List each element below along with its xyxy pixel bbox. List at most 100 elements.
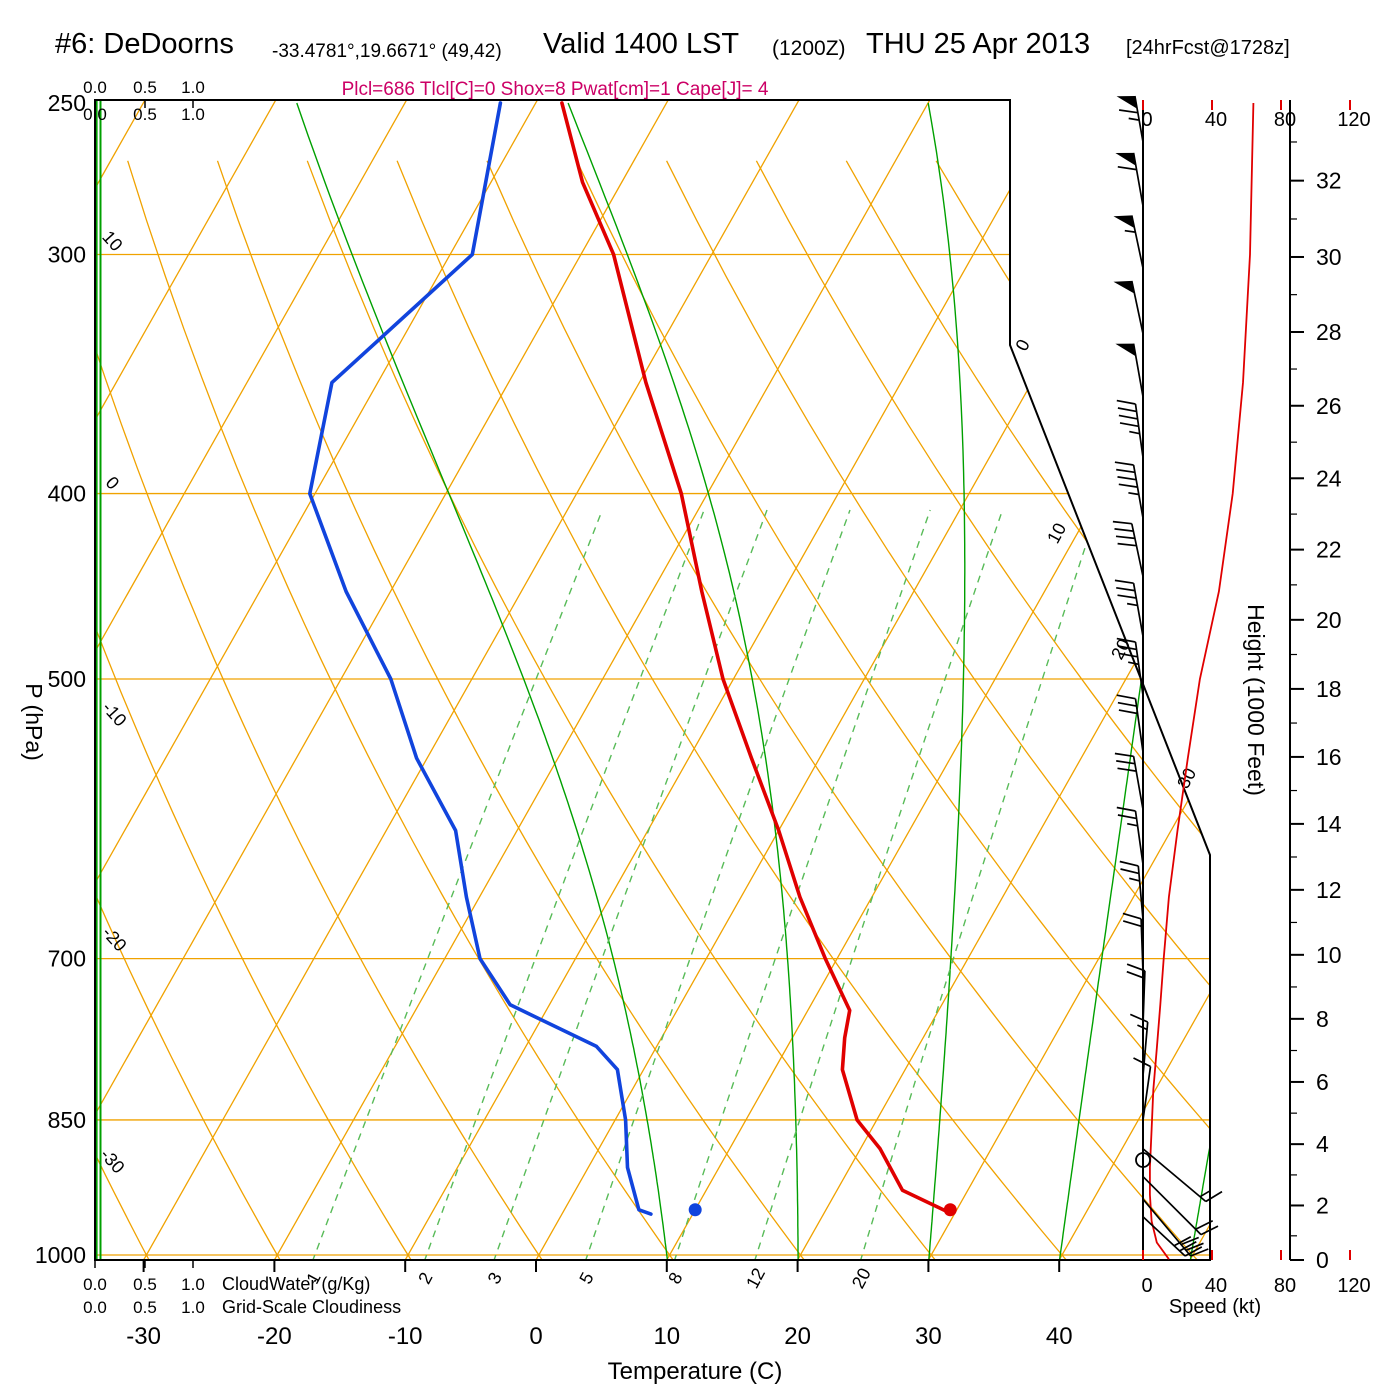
pressure-tick-label: 850: [48, 1107, 86, 1133]
cloudiness-scale-label: 1.0: [181, 1298, 205, 1317]
wind-barb: [1142, 1216, 1203, 1257]
mixing-ratio-line: [423, 509, 705, 1260]
valid-date-label: THU 25 Apr 2013: [866, 28, 1091, 60]
cloudwater-scale-label: 0.5: [133, 1275, 157, 1294]
cloudiness-scale-label: 1.0: [181, 105, 205, 124]
speed-tick-label: 120: [1337, 1275, 1370, 1297]
dry-adiabat-label: 10: [98, 227, 126, 255]
wind-barb: [1112, 520, 1144, 577]
height-tick-label: 18: [1316, 676, 1342, 702]
dry-adiabat-line: [666, 160, 1210, 1260]
height-tick-label: 30: [1316, 244, 1342, 270]
isotherm-line: [95, 100, 278, 1260]
moist-adiabat-line: [1189, 102, 1210, 1260]
dry-adiabat-line: [845, 160, 1210, 1260]
height-tick-label: 8: [1316, 1006, 1329, 1032]
height-axis-title: Height (1000 Feet): [1243, 604, 1269, 796]
mixing-ratio-label: 12: [742, 1265, 769, 1292]
wind-barb: [1122, 912, 1144, 973]
speed-tick-label: 80: [1274, 109, 1296, 131]
dry-adiabat-line: [95, 160, 544, 1260]
temperature-tick-label: -30: [126, 1323, 161, 1350]
mixing-ratio-label: 20: [848, 1265, 875, 1292]
speed-tick-label: 80: [1274, 1275, 1296, 1297]
dry-adiabat-line: [216, 160, 806, 1260]
wind-barb: [1142, 1148, 1223, 1203]
temperature-tick-label: 40: [1046, 1323, 1073, 1350]
height-tick-label: 22: [1316, 537, 1342, 563]
isotherm-label: 0: [1012, 336, 1034, 354]
temperature-tick-label: -10: [388, 1323, 423, 1350]
height-tick-label: 32: [1316, 168, 1342, 194]
cloudwater-scale-label: 0.0: [83, 1275, 107, 1294]
cloudwater-scale-label: 0.0: [83, 78, 107, 97]
isotherm-line: [403, 100, 1063, 1260]
station-coordinates: -33.4781°,19.6671° (49,42): [272, 41, 502, 62]
cloudiness-scale-label: 0.0: [83, 1298, 107, 1317]
wind-barb: [1114, 579, 1144, 637]
wind-barb: [1133, 1057, 1152, 1121]
wind-barb-pennant: [1115, 152, 1136, 166]
temperature-tick-label: 20: [784, 1323, 811, 1350]
speed-tick-label: 0: [1141, 109, 1152, 131]
height-tick-label: 26: [1316, 393, 1342, 419]
cloudiness-scale-label: 0.5: [133, 105, 157, 124]
mixing-ratio-label: 5: [575, 1269, 597, 1287]
height-tick-label: 14: [1316, 811, 1342, 837]
isotherm-line: [795, 100, 1210, 1260]
isotherm-label: 10: [1043, 520, 1070, 547]
wind-barb: [1116, 637, 1144, 696]
mixing-ratio-label: 2: [414, 1269, 436, 1287]
wind-barb-pennant: [1113, 280, 1135, 294]
wind-barb: [1129, 1013, 1149, 1076]
speed-axis-title: Speed (kt): [1169, 1296, 1261, 1318]
station-title: #6: DeDoorns: [55, 28, 234, 60]
height-tick-label: 16: [1316, 744, 1342, 770]
isotherm-line: [665, 100, 1210, 1260]
dry-adiabat-line: [755, 160, 1210, 1260]
pressure-tick-label: 300: [48, 242, 86, 268]
wind-barb: [1142, 1175, 1219, 1236]
mixing-ratio-line: [584, 509, 851, 1260]
temperature-trace: [560, 101, 951, 1215]
cloudwater-scale-label: 1.0: [181, 1275, 205, 1294]
dry-adiabat-line: [306, 160, 938, 1260]
speed-tick-label: 120: [1337, 109, 1370, 131]
surface-dewpoint-dot: [688, 1203, 702, 1217]
wind-barb: [1116, 694, 1144, 753]
valid-time-label: Valid 1400 LST: [543, 28, 740, 60]
dry-adiabat-label: -20: [98, 923, 130, 956]
wind-barb: [1142, 1198, 1209, 1257]
height-tick-label: 4: [1316, 1131, 1329, 1157]
isotherm-line: [141, 100, 801, 1260]
moist-adiabat-line: [927, 102, 966, 1260]
wind-barb-pennant: [1115, 343, 1136, 357]
height-tick-label: 10: [1316, 942, 1342, 968]
height-tick-label: 12: [1316, 877, 1342, 903]
wind-barb-pennant: [1113, 215, 1135, 229]
dry-adiabat-line: [576, 160, 1210, 1260]
mixing-ratio-line: [673, 509, 931, 1260]
cloudwater-scale-label: 0.5: [133, 78, 157, 97]
speed-tick-label: 0: [1141, 1275, 1152, 1297]
valid-zulu-label: (1200Z): [772, 37, 846, 60]
grid-layer: [95, 100, 1210, 1260]
height-tick-label: 24: [1316, 465, 1342, 491]
dry-adiabat-line: [127, 160, 675, 1260]
height-tick-label: 6: [1316, 1069, 1329, 1095]
pressure-tick-label: 250: [48, 90, 86, 116]
moist-adiabat-line: [567, 102, 799, 1260]
moist-adiabat-line: [296, 102, 668, 1260]
mixing-ratio-line: [492, 509, 768, 1260]
cloudwater-scale-label: 1.0: [181, 78, 205, 97]
isotherm-line: [1188, 100, 1210, 1260]
dry-adiabat-line: [396, 160, 1069, 1260]
temperature-tick-label: 0: [529, 1323, 542, 1350]
temperature-tick-label: 30: [915, 1323, 942, 1350]
surface-temperature-dot: [943, 1203, 957, 1217]
dry-adiabat-line: [486, 160, 1200, 1260]
height-tick-label: 0: [1316, 1247, 1329, 1273]
speed-tick-label: 40: [1205, 1275, 1227, 1297]
